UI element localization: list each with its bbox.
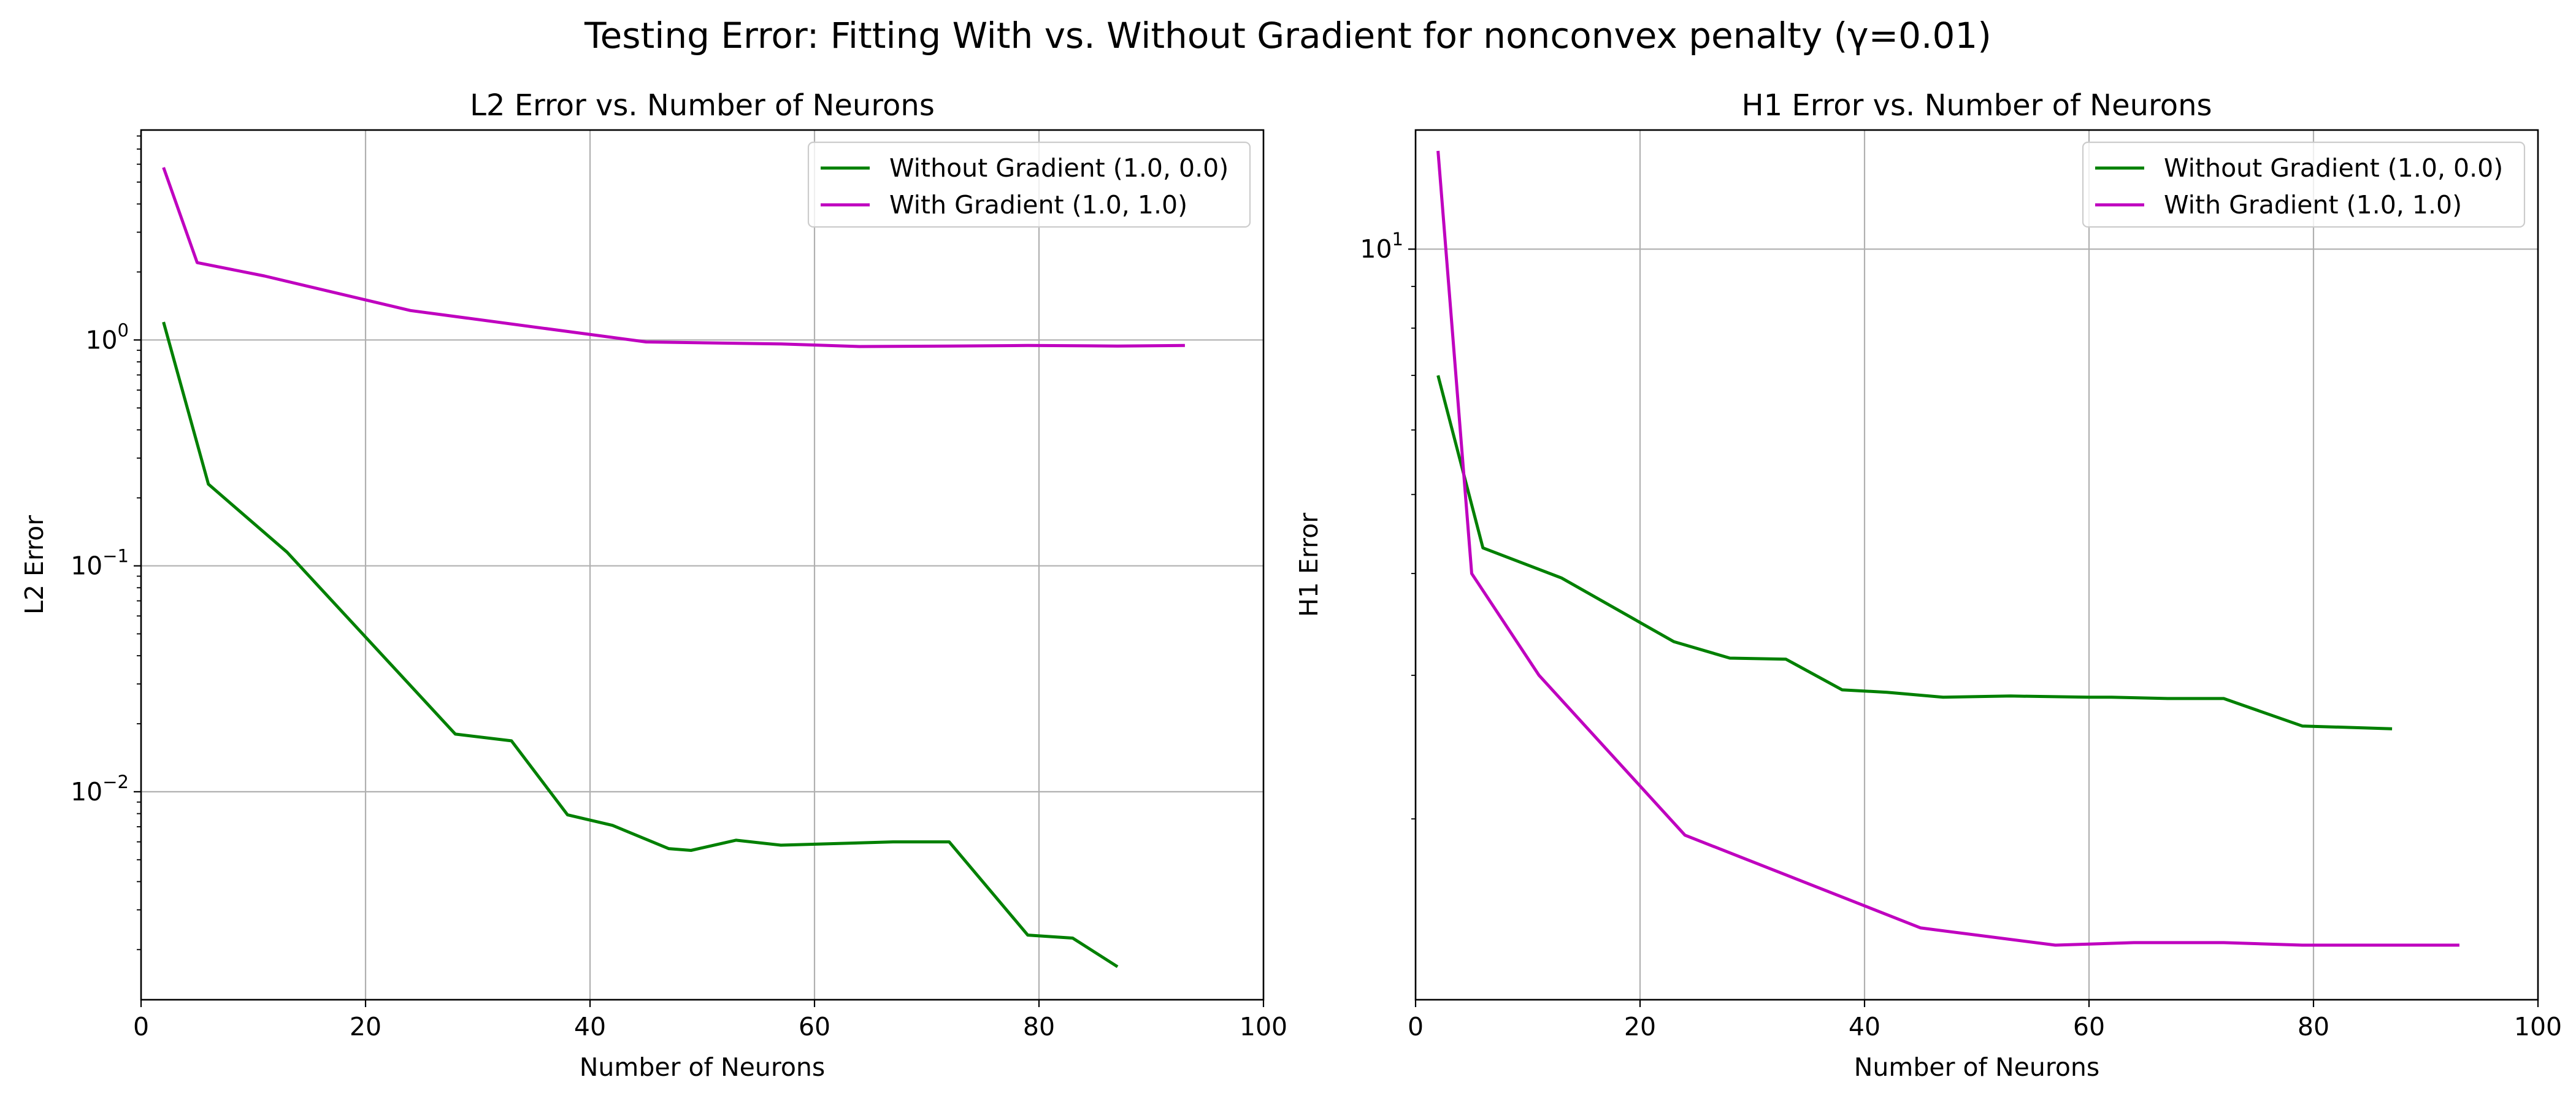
legend-label: Without Gradient (1.0, 0.0): [889, 153, 1229, 183]
y-tick-exponent: −1: [102, 546, 129, 567]
legend-box: [807, 141, 1251, 228]
legend-label: With Gradient (1.0, 1.0): [889, 190, 1187, 220]
legend: Without Gradient (1.0, 0.0) With Gradient…: [807, 141, 1251, 228]
y-tick-label: 10−1: [71, 546, 129, 581]
y-tick-label: 10−2: [71, 772, 129, 807]
x-tick-label: 80: [2298, 1012, 2329, 1041]
y-tick-exponent: −2: [102, 772, 129, 792]
x-axis-label: Number of Neurons: [1854, 1052, 2100, 1082]
y-tick-label: 101: [1360, 229, 1403, 264]
series-line-without-gradient: [162, 321, 1119, 968]
y-tick-label: 100: [85, 320, 129, 355]
axes-title: L2 Error vs. Number of Neurons: [470, 88, 935, 123]
legend-box: [2082, 141, 2526, 228]
series-line-with-gradient: [1436, 150, 2459, 947]
x-axis-label: Number of Neurons: [580, 1052, 826, 1082]
figure-suptitle: Testing Error: Fitting With vs. Without …: [584, 15, 1991, 56]
legend-label: With Gradient (1.0, 1.0): [2164, 190, 2462, 220]
y-tick-base: 10: [1360, 234, 1392, 264]
x-tick-label: 20: [350, 1012, 381, 1041]
h1-error-panel: 0 20 40 60 80 100 101 H1 Error vs. Number of Ne…: [1294, 88, 2562, 1082]
axes-title: H1 Error vs. Number of Neurons: [1741, 88, 2212, 123]
x-tick-label: 20: [1624, 1012, 1656, 1041]
y-tick-exponent: 0: [118, 320, 129, 340]
x-tick-label: 100: [1240, 1012, 1287, 1041]
x-tick-label: 40: [574, 1012, 606, 1041]
legend: Without Gradient (1.0, 0.0) With Gradient…: [2082, 141, 2526, 228]
y-axis-label: L2 Error: [20, 515, 49, 615]
legend-label: Without Gradient (1.0, 0.0): [2164, 153, 2503, 183]
x-tick-label: 100: [2514, 1012, 2562, 1041]
axes-frame: [1414, 129, 2539, 1001]
x-tick-label: 0: [1408, 1012, 1424, 1041]
x-tick-label: 60: [799, 1012, 830, 1041]
y-axis-label: H1 Error: [1294, 513, 1324, 617]
series-line-without-gradient: [1436, 375, 2393, 730]
x-tick-label: 80: [1023, 1012, 1055, 1041]
x-tick-label: 0: [133, 1012, 149, 1041]
x-tick-label: 60: [2073, 1012, 2105, 1041]
y-tick-exponent: 1: [1392, 229, 1403, 250]
y-tick-base: 10: [71, 777, 102, 807]
axes-frame: [140, 129, 1265, 1001]
y-tick-base: 10: [71, 551, 102, 581]
x-tick-label: 40: [1849, 1012, 1880, 1041]
y-tick-base: 10: [85, 325, 117, 355]
